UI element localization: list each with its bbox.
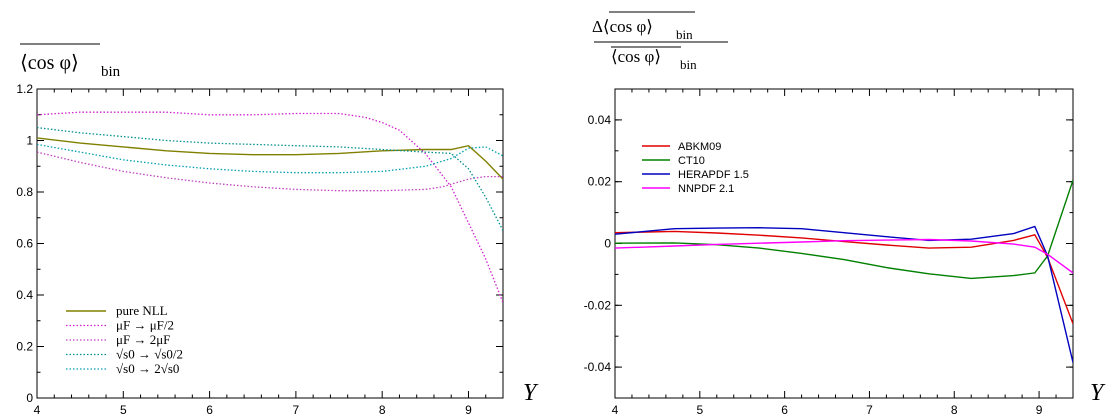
y-tick-label: -0.02 — [584, 298, 612, 312]
series-line — [37, 137, 503, 180]
legend-label: NNPDF 2.1 — [678, 183, 734, 195]
x-tick-label: 9 — [1036, 403, 1043, 417]
x-tick-label: 4 — [34, 403, 41, 417]
right-xlabel: Y — [1090, 380, 1106, 406]
legend-label: √s0 → 2√s0 — [116, 361, 179, 376]
y-tick-label: 0.8 — [16, 185, 33, 199]
left-ylabel: ⟨cos φ⟩ bin — [20, 43, 121, 80]
series-line — [615, 238, 1073, 274]
svg-text:⟨cos φ⟩: ⟨cos φ⟩ — [611, 47, 661, 66]
x-tick-label: 9 — [465, 403, 472, 417]
x-tick-label: 6 — [781, 403, 788, 417]
left-chart: ⟨cos φ⟩ bin 4 5 6 7 8 9 0 0.2 0.4 0.6 0.8 1 1.2 pure… — [16, 43, 539, 417]
y-tick-label: 1.2 — [16, 82, 33, 96]
left-series — [37, 111, 503, 303]
svg-text:bin: bin — [676, 27, 693, 42]
series-line — [37, 151, 503, 192]
legend-label: pure NLL — [116, 303, 168, 318]
x-tick-label: 4 — [612, 403, 619, 417]
y-tick-label: -0.04 — [584, 360, 612, 374]
y-tick-label: 0.6 — [16, 237, 33, 251]
y-tick-label: 0.2 — [16, 340, 33, 354]
x-tick-label: 6 — [206, 403, 213, 417]
series-line — [37, 143, 503, 174]
legend-label: μF → 2μF — [116, 332, 170, 347]
x-tick-label: 7 — [866, 403, 873, 417]
series-line — [37, 126, 503, 231]
x-tick-label: 8 — [379, 403, 386, 417]
right-ticks: 4 5 6 7 8 9 -0.04 -0.02 0 0.02 0.04 — [584, 88, 1074, 417]
left-ticks: 4 5 6 7 8 9 0 0.2 0.4 0.6 0.8 1 1.2 — [16, 82, 504, 417]
legend-label: CT10 — [678, 155, 705, 167]
y-tick-label: 0 — [26, 391, 33, 405]
y-tick-label: 0 — [604, 237, 611, 251]
x-tick-label: 8 — [951, 403, 958, 417]
y-tick-label: 0.02 — [588, 175, 612, 189]
x-tick-label: 5 — [120, 403, 127, 417]
svg-text:⟨cos φ⟩: ⟨cos φ⟩ — [20, 52, 79, 74]
x-tick-label: 5 — [696, 403, 703, 417]
svg-text:Δ⟨cos φ⟩: Δ⟨cos φ⟩ — [592, 17, 653, 36]
right-ylabel: Δ⟨cos φ⟩ bin ⟨cos φ⟩ bin — [592, 11, 728, 72]
legend-label: ABKM09 — [678, 141, 721, 153]
svg-text:bin: bin — [680, 57, 697, 72]
legend-label: μF → μF/2 — [116, 318, 174, 333]
legend-label: √s0 → √s0/2 — [116, 347, 183, 362]
right-series — [615, 179, 1073, 363]
y-tick-label: 0.4 — [16, 288, 33, 302]
series-line — [615, 225, 1073, 363]
y-tick-label: 0.04 — [588, 113, 612, 127]
y-tick-label: 1 — [26, 134, 33, 148]
legend-label: HERAPDF 1.5 — [678, 169, 749, 181]
svg-text:bin: bin — [101, 64, 121, 80]
right-chart: Δ⟨cos φ⟩ bin ⟨cos φ⟩ bin 4 5 6 7 8 9 -0.04 -0.0… — [584, 11, 1106, 417]
right-legend: ABKM09 CT10 HERAPDF 1.5 NNPDF 2.1 — [642, 141, 749, 195]
left-xlabel: Y — [523, 380, 539, 406]
series-line — [615, 230, 1073, 325]
series-line — [37, 111, 503, 303]
x-tick-label: 7 — [293, 403, 300, 417]
